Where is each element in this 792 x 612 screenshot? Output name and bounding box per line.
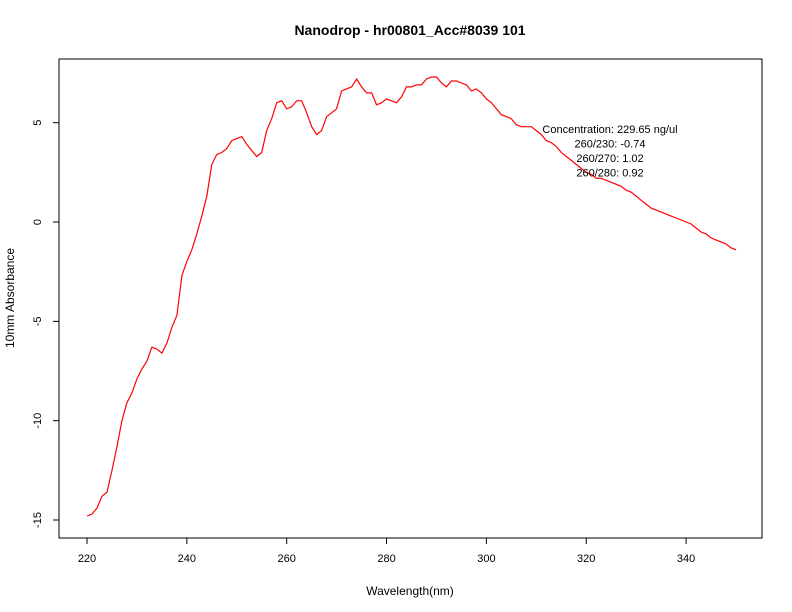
x-tick-label: 220: [78, 553, 96, 565]
chart-title: Nanodrop - hr00801_Acc#8039 101: [294, 22, 525, 38]
plot-frame: [58, 58, 763, 539]
x-tick-label: 340: [677, 553, 695, 565]
annotation-line: 260/270: 1.02: [576, 153, 643, 165]
x-tick-label: 300: [477, 553, 495, 565]
series-line: [86, 76, 737, 517]
annotations: Concentration: 229.65 ng/ul 260/230: -0.7…: [542, 124, 677, 180]
annotation-line: Concentration: 229.65 ng/ul: [542, 124, 677, 136]
annotation-line: 260/230: -0.74: [575, 139, 646, 151]
y-tick-label: -5: [32, 316, 44, 326]
x-axis-label: Wavelength(nm): [366, 584, 454, 598]
y-tick-label: -10: [32, 413, 44, 429]
y-tick-label: 5: [32, 120, 44, 126]
x-axis: 220 240 260 280 300 320 340: [78, 538, 695, 565]
annotation-line: 260/280: 0.92: [576, 168, 643, 180]
y-tick-label: -15: [32, 512, 44, 528]
y-axis-label: 10mm Absorbance: [3, 248, 17, 348]
x-tick-label: 260: [278, 553, 296, 565]
x-tick-label: 240: [178, 553, 196, 565]
y-axis: -15 -10 -5 0 5: [32, 120, 59, 528]
x-tick-label: 320: [577, 553, 595, 565]
x-tick-label: 280: [377, 553, 395, 565]
y-tick-label: 0: [32, 219, 44, 225]
